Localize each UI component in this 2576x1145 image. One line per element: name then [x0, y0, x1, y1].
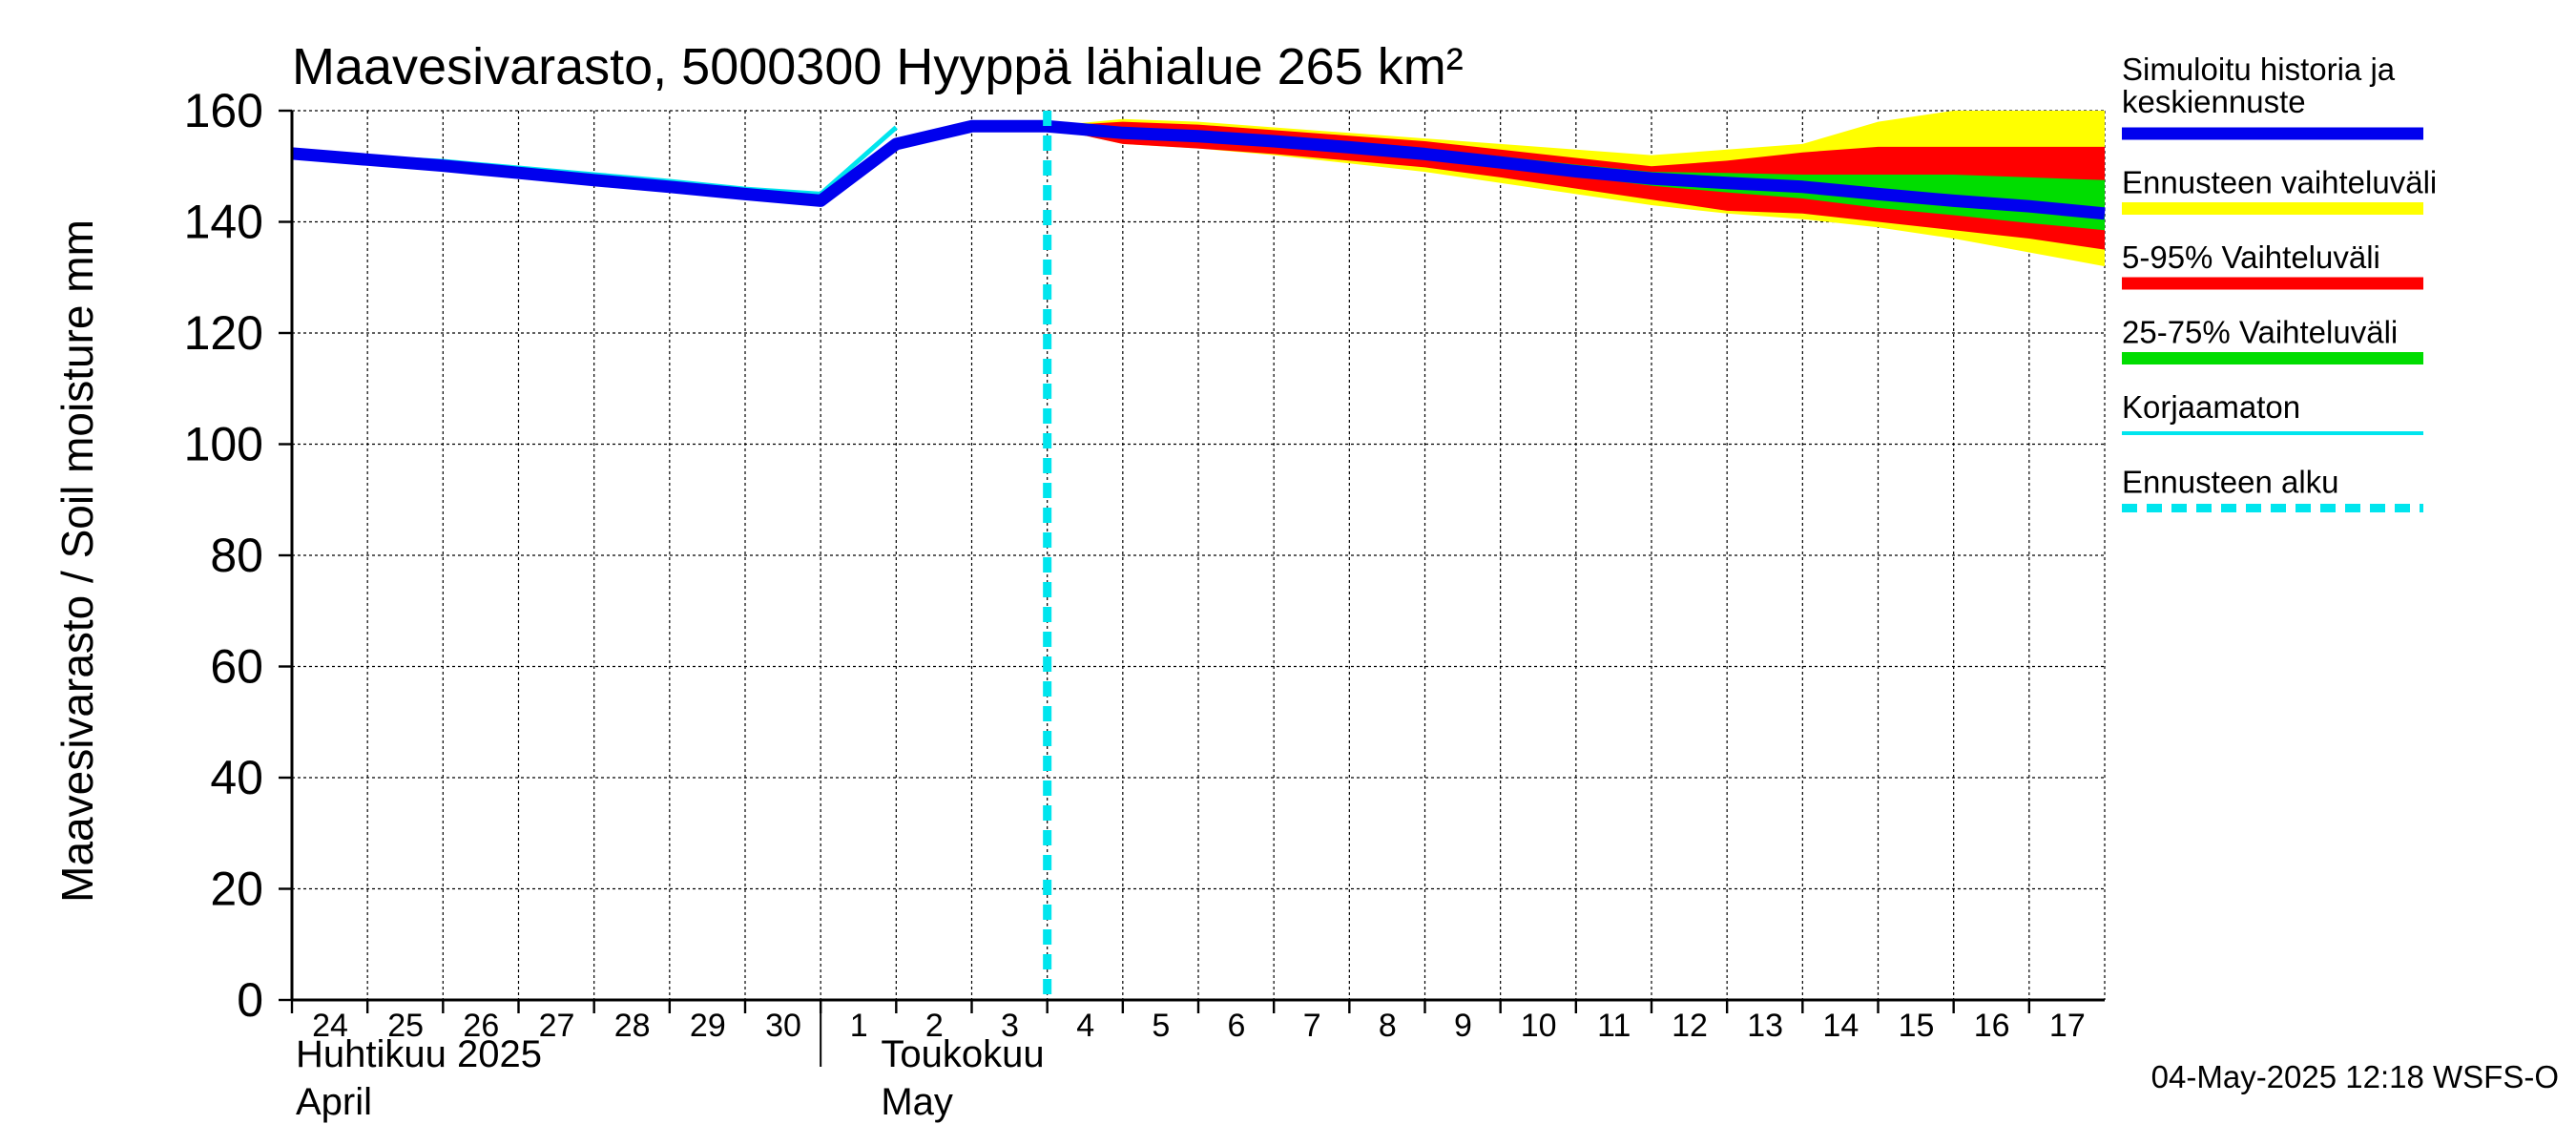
y-tick-label: 120 — [184, 306, 263, 360]
legend-label: 5-95% Vaihteluväli — [2122, 239, 2380, 275]
x-tick-label: 15 — [1899, 1008, 1935, 1044]
x-tick-label: 16 — [1974, 1008, 2010, 1044]
x-tick-label: 7 — [1303, 1008, 1321, 1044]
x-tick-label: 12 — [1672, 1008, 1708, 1044]
y-tick-label: 140 — [184, 196, 263, 249]
legend-label: Korjaamaton — [2122, 389, 2300, 425]
x-tick-label: 26 — [463, 1008, 499, 1044]
x-tick-label: 1 — [850, 1008, 868, 1044]
y-ticks: 0 20 40 60 80 100 120 140 160 — [184, 84, 292, 1027]
y-axis-label: Maavesivarasto / Soil moisture mm — [52, 219, 102, 903]
band-5-95-vaihteluv-li — [1047, 121, 2105, 250]
grid — [292, 110, 2106, 1000]
x-tick-label: 8 — [1379, 1008, 1397, 1044]
legend-label: Simuloitu historia ja — [2122, 52, 2396, 87]
footer-timestamp: 04-May-2025 12:18 WSFS-O — [2151, 1059, 2559, 1094]
legend-label: 25-75% Vaihteluväli — [2122, 315, 2398, 350]
x-tick-label: 2 — [925, 1008, 944, 1044]
x-tick-label: 13 — [1747, 1008, 1783, 1044]
y-tick-label: 20 — [210, 863, 263, 916]
x-tick-label: 25 — [387, 1008, 424, 1044]
x-tick-label: 10 — [1521, 1008, 1557, 1044]
month-label-en: May — [881, 1081, 953, 1123]
x-tick-label: 11 — [1597, 1008, 1631, 1044]
month-labels: Huhtikuu 2025 April Toukokuu May — [296, 1033, 1045, 1123]
x-tick-label: 4 — [1076, 1008, 1094, 1044]
x-tick-label: 17 — [2049, 1008, 2086, 1044]
x-tick-label: 30 — [765, 1008, 801, 1044]
month-label-en: April — [296, 1081, 372, 1123]
x-tick-label: 9 — [1454, 1008, 1472, 1044]
x-tick-label: 3 — [1001, 1008, 1019, 1044]
series-simuloitu — [291, 119, 2106, 220]
y-tick-label: 40 — [210, 751, 263, 804]
y-tick-label: 160 — [184, 84, 263, 137]
y-tick-label: 100 — [184, 418, 263, 471]
month-label: Toukokuu — [881, 1033, 1044, 1075]
legend-label: Ennusteen alku — [2122, 465, 2339, 500]
x-tick-label: 27 — [539, 1008, 575, 1044]
x-ticks: 24 25 26 27 28 29 30 1 2 3 4 5 6 7 8 9 10 11 12 13 14 15 16 17 — [290, 1000, 2086, 1067]
x-tick-label: 14 — [1822, 1008, 1859, 1044]
x-tick-label: 6 — [1228, 1008, 1246, 1044]
y-tick-label: 60 — [210, 640, 263, 694]
x-tick-label: 28 — [614, 1008, 651, 1044]
y-tick-label: 80 — [210, 529, 263, 582]
legend-label: Ennusteen vaihteluväli — [2122, 165, 2437, 200]
legend-label: keskiennuste — [2122, 84, 2306, 119]
month-label: Huhtikuu 2025 — [296, 1033, 542, 1075]
x-tick-label: 5 — [1152, 1008, 1170, 1044]
series-lines — [291, 111, 2106, 1000]
chart-title: Maavesivarasto, 5000300 Hyyppä lähialue … — [292, 38, 1464, 95]
x-tick-label: 24 — [312, 1008, 348, 1044]
x-tick-label: 29 — [690, 1008, 726, 1044]
y-tick-label: 0 — [237, 973, 263, 1027]
